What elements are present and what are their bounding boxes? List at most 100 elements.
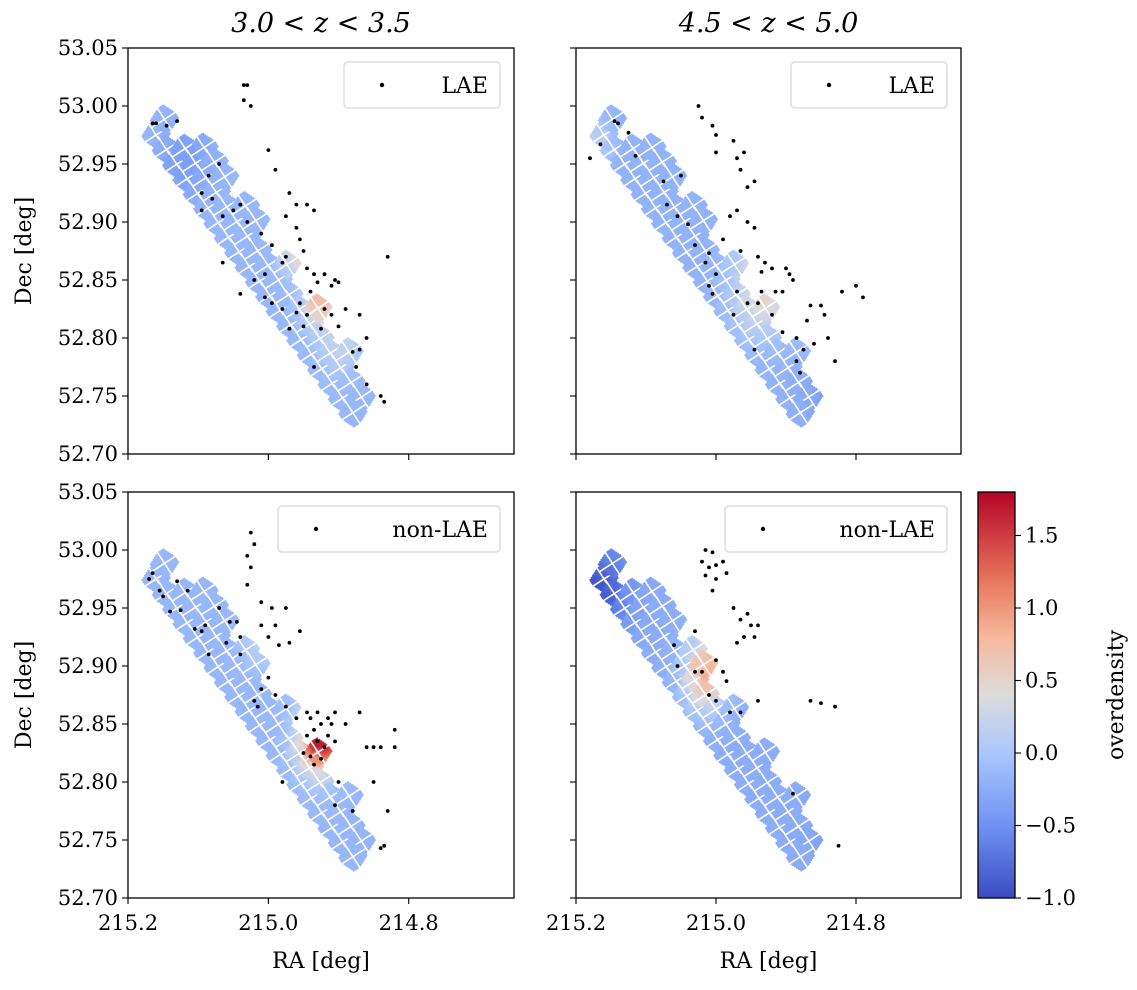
source-point	[661, 179, 666, 184]
source-point	[298, 301, 302, 306]
chip-gap	[246, 206, 266, 235]
source-point	[616, 121, 620, 126]
source-point	[322, 307, 327, 311]
chip-gap	[339, 338, 359, 367]
survey-tile	[659, 191, 690, 223]
source-point	[294, 202, 299, 207]
source-point	[745, 220, 750, 224]
density-cell	[606, 134, 619, 147]
chip-gap	[277, 250, 297, 279]
density-cell	[260, 694, 273, 707]
density-cell	[237, 190, 250, 203]
panel-title: 3.0 < z < 3.5	[231, 8, 411, 39]
source-point	[298, 237, 302, 242]
survey-tile	[785, 397, 816, 428]
density-cell	[625, 133, 638, 146]
source-point	[773, 289, 778, 294]
survey-tile	[719, 249, 750, 280]
source-point	[364, 382, 369, 387]
source-point	[305, 266, 309, 271]
survey-tile	[781, 337, 812, 368]
source-point	[626, 130, 631, 135]
density-cell	[695, 205, 708, 218]
density-cell	[654, 146, 667, 160]
source-point	[252, 278, 257, 282]
legend: LAE	[790, 61, 948, 109]
source-point	[301, 324, 306, 329]
source-point	[735, 156, 739, 161]
legend-marker	[379, 82, 385, 88]
source-point	[833, 359, 837, 364]
density-cell	[757, 293, 770, 306]
source-point	[710, 123, 715, 128]
source-point	[714, 272, 718, 277]
source-point	[794, 359, 799, 364]
source-point	[861, 295, 865, 300]
density-cell	[196, 132, 209, 145]
source-point	[798, 370, 802, 375]
source-point	[819, 303, 823, 308]
density-cell	[759, 323, 772, 336]
density-cell	[156, 548, 169, 561]
source-point	[731, 312, 736, 317]
density-cell	[156, 104, 169, 117]
density-cell	[342, 367, 356, 380]
source-point	[665, 202, 669, 207]
source-point	[588, 156, 592, 161]
source-point	[826, 336, 830, 340]
y-tick-label: 52.70	[58, 442, 118, 466]
source-point	[686, 222, 690, 227]
axes-frame	[575, 47, 962, 455]
legend-label: LAE	[888, 74, 935, 99]
source-point	[333, 278, 337, 282]
source-point	[329, 283, 334, 288]
source-point	[284, 254, 288, 259]
survey-tile	[793, 381, 824, 413]
source-point	[312, 208, 316, 213]
legend: LAE	[343, 61, 501, 109]
legend-marker	[826, 82, 832, 88]
source-point	[175, 119, 180, 123]
source-point	[700, 115, 704, 120]
source-point	[745, 301, 750, 306]
survey-tile	[688, 205, 719, 236]
chip-gap	[351, 383, 371, 411]
survey-tile	[750, 293, 781, 324]
source-point	[808, 303, 813, 308]
source-point	[794, 336, 799, 340]
source-point	[854, 283, 858, 288]
density-cell	[788, 337, 801, 350]
survey-tile	[657, 161, 688, 192]
source-point	[714, 133, 718, 137]
source-point	[220, 260, 225, 265]
y-tick-label: 52.90	[58, 210, 118, 234]
overdensity-map	[141, 530, 397, 872]
y-tick-label: 53.05	[58, 36, 118, 60]
density-cell	[309, 293, 323, 306]
source-point	[315, 280, 320, 285]
legend-label: LAE	[441, 74, 488, 99]
source-point	[210, 196, 215, 201]
density-cell	[800, 381, 813, 394]
chip-gap	[155, 105, 174, 134]
chip-gap	[269, 266, 288, 294]
density-cell	[685, 190, 698, 203]
source-point	[354, 365, 358, 369]
source-point	[822, 312, 827, 317]
source-point	[280, 260, 285, 265]
source-point	[305, 202, 309, 207]
source-point	[199, 191, 204, 195]
density-cell	[643, 132, 656, 145]
source-point	[752, 179, 757, 184]
source-point	[805, 318, 809, 323]
density-cell	[792, 397, 805, 410]
source-point	[263, 272, 267, 277]
source-point	[752, 225, 757, 230]
source-point	[598, 142, 603, 147]
source-point	[612, 119, 617, 123]
chip-gap	[716, 266, 736, 294]
source-point	[357, 347, 362, 352]
survey-tile	[337, 397, 368, 428]
source-point	[287, 326, 292, 331]
survey-tile	[597, 104, 628, 135]
